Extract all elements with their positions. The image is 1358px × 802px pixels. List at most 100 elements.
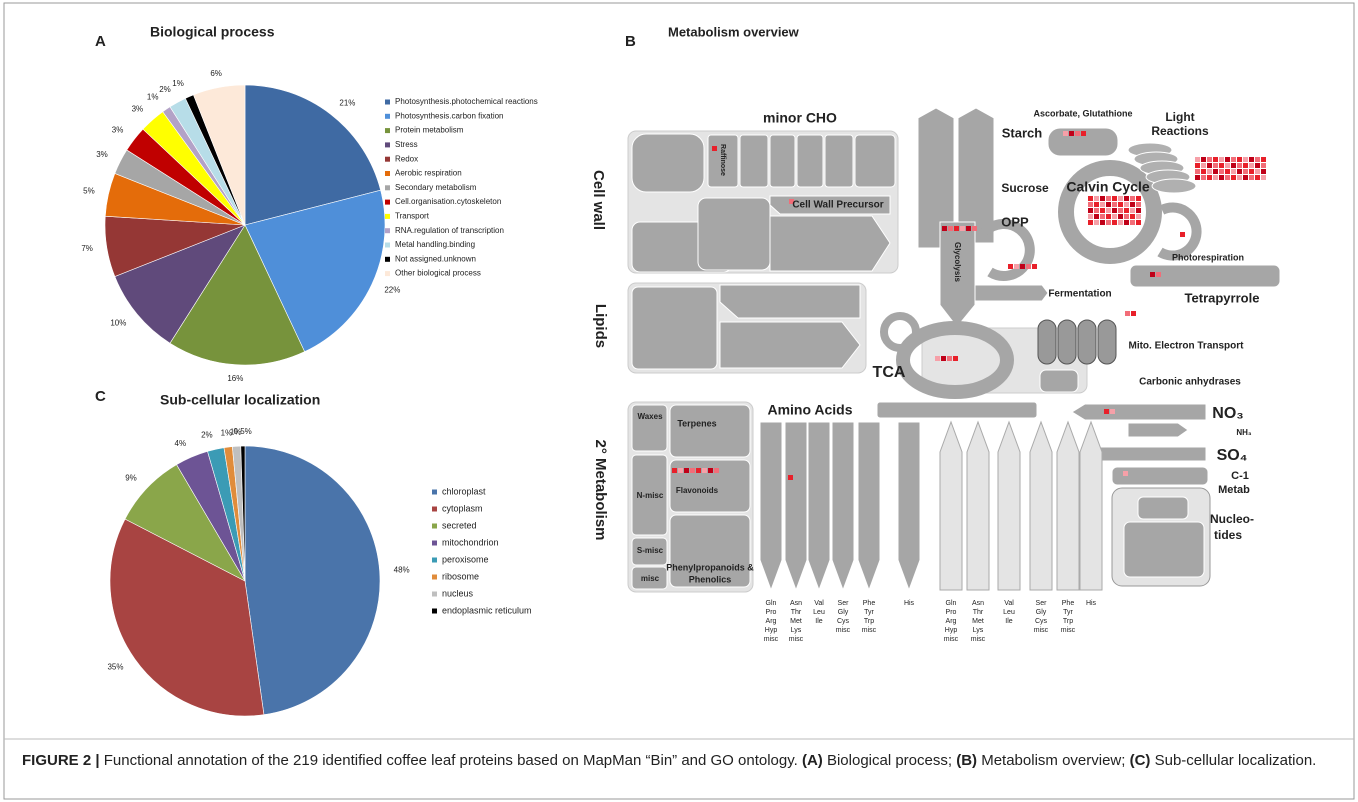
amino-label: Cys [837,618,850,625]
pathway-box [631,286,718,370]
slice-label: 35% [107,662,123,671]
amino-label: misc [862,627,877,634]
amino-label: Pro [946,609,957,616]
expression-cell [935,356,940,361]
amino-arrow [1056,420,1080,591]
legend-label: Photosynthesis.carbon fixation [395,111,504,120]
expression-cell [1104,409,1109,414]
expression-cell [1112,208,1117,213]
expression-cell [1094,196,1099,201]
legend-swatch [432,540,437,546]
amino-label: Gln [766,600,777,607]
slice-label: 1% [147,93,159,102]
expression-cell [1032,264,1037,269]
legend-swatch [432,523,437,529]
amino-label: Tyr [864,609,874,616]
expression-cell [1094,208,1099,213]
amino-arrow [857,421,881,592]
expression-cell [1219,169,1224,174]
slice-label: 5% [83,187,95,196]
metabolism-diagram [627,107,1281,593]
expression-cell [1231,157,1236,162]
expression-cell [1207,163,1212,168]
pie-slice [244,189,386,353]
expression-cell [1088,208,1093,213]
legend-label: Aerobic respiration [395,169,462,178]
diagram-label: NH₃ [1236,428,1252,437]
diagram-label: Carbonic anhydrases [1139,377,1241,388]
pathway-box [876,401,1038,419]
amino-label: Gln [946,600,957,607]
pathway-box [631,566,668,590]
pathway-box [824,134,854,188]
slice-label: 21% [339,98,355,107]
expression-cell [1231,175,1236,180]
panel-letter: B [625,33,636,50]
legend-swatch [385,142,390,148]
diagram-label: OPP [1001,214,1029,229]
panel-letter: C [95,388,106,405]
legend-swatch [385,128,390,134]
expression-cell [1225,163,1230,168]
amino-label: misc [971,636,986,643]
expression-cell [1249,163,1254,168]
expression-cell [1136,220,1141,225]
slice-label: 48% [394,566,410,575]
slice-label: 4% [175,439,187,448]
legend-swatch [385,99,390,105]
amino-arrow [759,421,783,592]
diagram-label: N-misc [637,491,664,500]
amino-label: Leu [1003,609,1015,616]
expression-cell [1219,157,1224,162]
amino-label: Arg [766,618,777,625]
figure-border [3,2,1355,800]
caption-text: Functional annotation of the 219 identif… [103,752,798,769]
legend-swatch [385,199,390,205]
expression-cell [1124,214,1129,219]
mito-complex [1097,319,1117,365]
diagram-label: Tetrapyrrole [1185,290,1260,305]
amino-label: Thr [791,609,802,616]
expression-cell [1261,175,1266,180]
expression-cell [947,356,952,361]
expression-cell [1255,169,1260,174]
expression-cell [1243,175,1248,180]
pathway-box [796,134,824,188]
expression-cell [672,468,677,473]
expression-cell [690,468,695,473]
slice-label: 2% [159,85,171,94]
expression-cell [1130,202,1135,207]
amino-label: Pro [766,609,777,616]
expression-cell [1243,163,1248,168]
legend-label: Stress [395,140,418,149]
pathway-box [739,134,769,188]
expression-cell [1088,220,1093,225]
pathway-box [1123,521,1205,578]
amino-label: Trp [864,618,874,625]
expression-cell [1026,264,1031,269]
expression-cell [1130,214,1135,219]
expression-cell [1063,131,1068,136]
expression-cell [1106,208,1111,213]
amino-label: Arg [946,618,957,625]
expression-cell [1118,196,1123,201]
expression-cell [708,468,713,473]
expression-cell [1118,208,1123,213]
expression-cell [1075,131,1080,136]
amino-label: Tyr [1063,609,1073,616]
expression-cell [789,199,794,204]
diagram-label: Glycolysis [953,242,962,283]
expression-cell [1088,202,1093,207]
diagram-label: TCA [873,364,906,381]
expression-cell [1180,232,1185,237]
mito-complex [1057,319,1077,365]
diagram-label: SO₄ [1217,447,1248,464]
pie-slice [240,445,246,582]
diagram-label: Sucrose [1001,181,1049,195]
pie-slice [193,84,246,226]
expression-cell [1136,214,1141,219]
slice-label: 1% [221,428,233,437]
expression-cell [788,475,793,480]
diagram-label: Waxes [637,412,663,421]
